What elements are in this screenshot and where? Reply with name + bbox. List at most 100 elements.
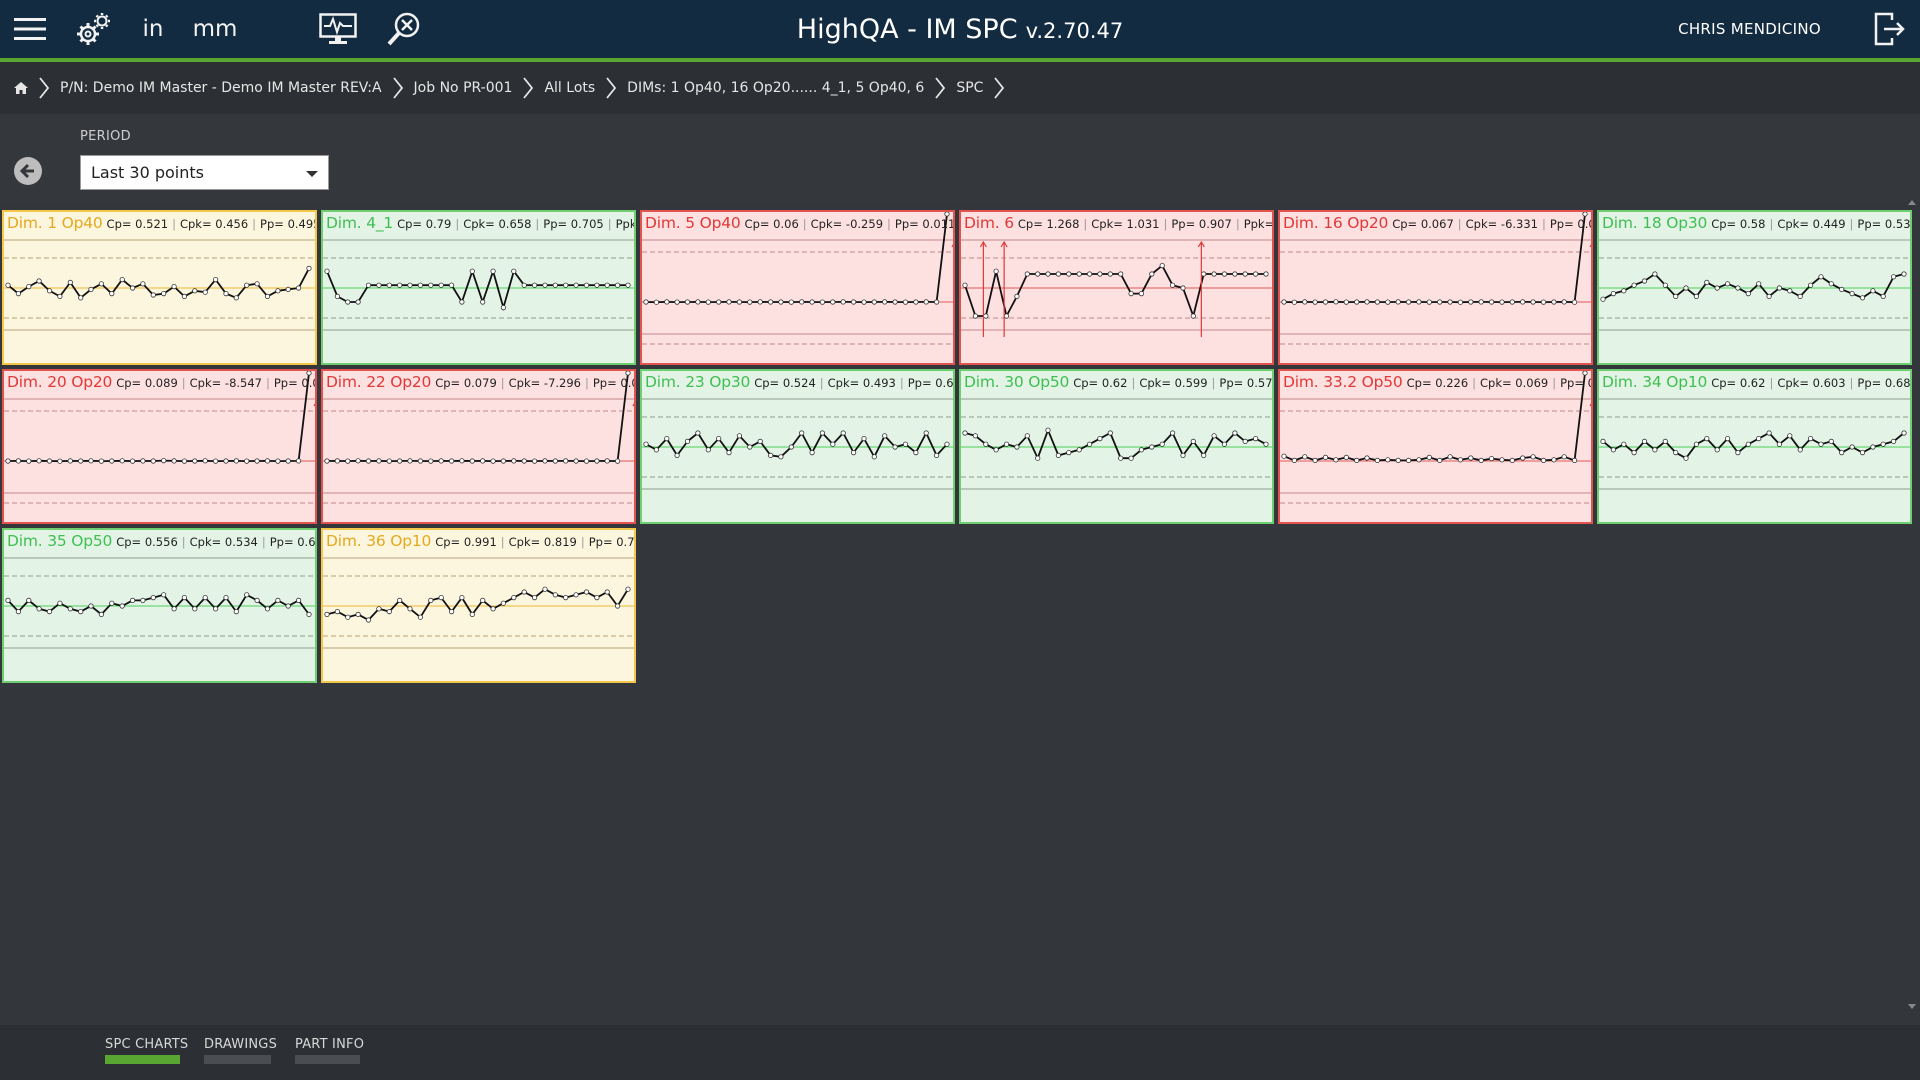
- data-point[interactable]: [521, 589, 527, 595]
- data-point[interactable]: [1776, 285, 1782, 291]
- data-point[interactable]: [1901, 271, 1907, 277]
- data-point[interactable]: [334, 458, 340, 464]
- data-point[interactable]: [1621, 441, 1627, 447]
- data-point[interactable]: [254, 281, 260, 287]
- data-point[interactable]: [36, 606, 42, 612]
- data-point[interactable]: [1704, 436, 1710, 442]
- data-point[interactable]: [119, 458, 125, 464]
- data-point[interactable]: [1468, 455, 1474, 461]
- data-point[interactable]: [254, 597, 260, 604]
- data-point[interactable]: [26, 458, 32, 464]
- data-point[interactable]: [819, 299, 825, 305]
- data-point[interactable]: [625, 371, 631, 376]
- data-point[interactable]: [324, 611, 330, 618]
- data-point[interactable]: [614, 282, 621, 288]
- data-point[interactable]: [1333, 457, 1339, 463]
- data-point[interactable]: [1097, 271, 1103, 277]
- spc-card[interactable]: Dim. 16 Op20 Cp= 0.067 | Cpk= -6.331 | Pp= 0.…: [1278, 210, 1593, 365]
- data-point[interactable]: [254, 458, 260, 464]
- data-point[interactable]: [594, 595, 600, 601]
- data-point[interactable]: [386, 282, 392, 288]
- data-point[interactable]: [1849, 444, 1855, 450]
- data-point[interactable]: [705, 447, 711, 453]
- data-point[interactable]: [768, 452, 774, 459]
- data-point[interactable]: [78, 609, 84, 615]
- data-point[interactable]: [88, 458, 94, 464]
- spc-card[interactable]: Dim. 34 Op10 Cp= 0.62 | Cpk= 0.603 | Pp= 0.68…: [1597, 369, 1912, 524]
- monitor-icon[interactable]: [316, 0, 360, 58]
- data-point[interactable]: [1735, 285, 1741, 291]
- data-point[interactable]: [264, 293, 271, 300]
- data-point[interactable]: [1571, 299, 1578, 305]
- data-point[interactable]: [57, 293, 63, 300]
- data-point[interactable]: [604, 282, 610, 288]
- data-point[interactable]: [819, 430, 825, 436]
- data-point[interactable]: [46, 458, 53, 464]
- data-point[interactable]: [1416, 457, 1422, 463]
- data-point[interactable]: [500, 600, 506, 606]
- data-point[interactable]: [1561, 299, 1567, 305]
- data-point[interactable]: [1281, 453, 1287, 459]
- data-point[interactable]: [1641, 278, 1648, 284]
- data-point[interactable]: [757, 438, 763, 445]
- data-point[interactable]: [1489, 456, 1495, 462]
- data-point[interactable]: [913, 450, 919, 456]
- data-point[interactable]: [202, 289, 208, 295]
- data-point[interactable]: [285, 286, 291, 293]
- data-point[interactable]: [1828, 438, 1834, 445]
- data-point[interactable]: [892, 299, 898, 305]
- data-point[interactable]: [684, 299, 691, 305]
- data-point[interactable]: [1087, 271, 1093, 277]
- data-point[interactable]: [1395, 299, 1401, 305]
- data-point[interactable]: [1024, 271, 1030, 277]
- data-point[interactable]: [1600, 438, 1606, 445]
- data-point[interactable]: [1322, 299, 1329, 305]
- data-point[interactable]: [684, 438, 691, 445]
- data-point[interactable]: [417, 282, 424, 288]
- tab-part-info[interactable]: PART INFO: [295, 1037, 365, 1052]
- data-point[interactable]: [1211, 271, 1217, 277]
- data-point[interactable]: [923, 430, 929, 436]
- data-point[interactable]: [778, 454, 784, 460]
- data-point[interactable]: [511, 458, 517, 464]
- data-point[interactable]: [140, 458, 146, 464]
- data-point[interactable]: [1890, 274, 1897, 280]
- data-point[interactable]: [1520, 299, 1526, 305]
- data-point[interactable]: [376, 458, 382, 464]
- data-point[interactable]: [417, 458, 424, 464]
- tab-drawings[interactable]: DRAWINGS: [204, 1037, 278, 1052]
- data-point[interactable]: [500, 458, 506, 464]
- data-point[interactable]: [726, 450, 732, 456]
- data-point[interactable]: [334, 293, 340, 300]
- data-point[interactable]: [563, 458, 569, 464]
- data-point[interactable]: [542, 586, 548, 592]
- data-point[interactable]: [140, 597, 146, 604]
- spc-card[interactable]: Dim. 30 Op50 Cp= 0.62 | Cpk= 0.599 | Pp= 0.57…: [959, 369, 1274, 524]
- data-point[interactable]: [1600, 296, 1606, 302]
- data-point[interactable]: [480, 597, 486, 604]
- data-point[interactable]: [1354, 457, 1360, 464]
- data-point[interactable]: [386, 458, 392, 464]
- data-point[interactable]: [275, 597, 281, 604]
- data-point[interactable]: [604, 458, 610, 464]
- data-point[interactable]: [1221, 271, 1228, 277]
- data-point[interactable]: [1808, 282, 1814, 288]
- data-point[interactable]: [1437, 457, 1443, 464]
- data-point[interactable]: [1252, 271, 1259, 277]
- data-point[interactable]: [130, 285, 136, 291]
- data-point[interactable]: [757, 299, 763, 305]
- data-point[interactable]: [993, 268, 999, 274]
- data-point[interactable]: [1561, 454, 1567, 460]
- data-point[interactable]: [78, 295, 84, 301]
- data-point[interactable]: [459, 458, 465, 464]
- data-point[interactable]: [1333, 299, 1339, 305]
- data-point[interactable]: [532, 595, 538, 601]
- data-point[interactable]: [324, 268, 330, 274]
- data-point[interactable]: [664, 299, 670, 305]
- data-point[interactable]: [594, 458, 600, 464]
- data-point[interactable]: [150, 292, 156, 298]
- data-point[interactable]: [109, 291, 115, 297]
- data-point[interactable]: [1714, 285, 1720, 291]
- menu-icon[interactable]: [10, 0, 50, 58]
- data-point[interactable]: [202, 595, 208, 601]
